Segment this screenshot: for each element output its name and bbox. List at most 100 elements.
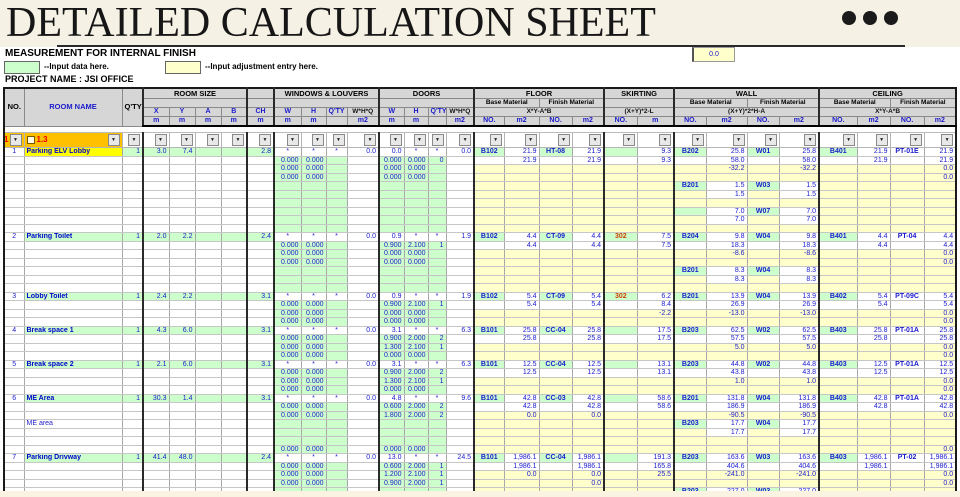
sheet-cell[interactable]: B403 <box>818 453 858 463</box>
sheet-cell[interactable]: 1.5 <box>706 190 748 199</box>
sheet-cell[interactable] <box>747 351 780 361</box>
sheet-cell[interactable] <box>142 436 170 446</box>
sheet-cell[interactable]: 1 <box>122 453 144 463</box>
sheet-cell[interactable] <box>857 207 891 216</box>
sheet-cell[interactable] <box>857 164 891 174</box>
sheet-cell[interactable] <box>195 368 222 378</box>
sheet-cell[interactable] <box>142 317 170 327</box>
sheet-cell[interactable] <box>446 470 475 480</box>
sheet-cell[interactable]: 4.4 <box>572 241 605 250</box>
sheet-cell[interactable] <box>326 224 348 233</box>
sheet-cell[interactable] <box>142 445 170 454</box>
sheet-cell[interactable] <box>142 283 170 293</box>
sheet-cell[interactable] <box>603 147 638 157</box>
sheet-cell[interactable] <box>747 445 780 454</box>
sheet-cell[interactable] <box>326 164 348 174</box>
sheet-cell[interactable] <box>301 190 327 199</box>
sheet-cell[interactable]: 0.000 <box>301 249 327 259</box>
sheet-cell[interactable]: 9.3 <box>637 156 675 165</box>
sheet-cell[interactable] <box>747 411 780 420</box>
sheet-cell[interactable]: 0.0 <box>924 173 957 182</box>
sheet-cell[interactable]: 58.0 <box>779 156 820 165</box>
sheet-cell[interactable] <box>473 224 505 233</box>
sheet-cell[interactable] <box>169 300 196 310</box>
sheet-cell[interactable] <box>857 436 891 446</box>
sheet-cell[interactable] <box>673 445 707 454</box>
sheet-cell[interactable] <box>122 411 144 420</box>
sheet-cell[interactable] <box>572 445 605 454</box>
sheet-cell[interactable]: 4.4 <box>857 232 891 242</box>
sheet-cell[interactable]: 0.9 <box>378 291 405 301</box>
sheet-cell[interactable]: 1.5 <box>706 181 748 191</box>
sheet-cell[interactable] <box>246 164 275 174</box>
sheet-cell[interactable] <box>347 419 380 429</box>
sheet-cell[interactable] <box>428 317 447 327</box>
sheet-cell[interactable]: PT-09C <box>890 291 925 301</box>
sheet-cell[interactable] <box>924 207 957 216</box>
room-name-cell[interactable] <box>24 207 123 216</box>
sheet-cell[interactable] <box>924 266 957 276</box>
sheet-cell[interactable] <box>603 359 638 369</box>
room-name-cell[interactable] <box>24 258 123 267</box>
sheet-cell[interactable] <box>428 283 447 293</box>
sheet-cell[interactable]: 4.4 <box>924 232 957 242</box>
sheet-cell[interactable]: 0.000 <box>301 258 327 267</box>
sheet-cell[interactable]: 0.000 <box>404 445 429 454</box>
sheet-cell[interactable] <box>404 198 429 208</box>
sheet-cell[interactable] <box>347 377 380 386</box>
sheet-cell[interactable] <box>221 419 248 429</box>
sheet-cell[interactable]: 186.9 <box>779 402 820 412</box>
sheet-cell[interactable] <box>890 156 925 165</box>
sheet-cell[interactable] <box>273 436 302 446</box>
sheet-cell[interactable]: 24.5 <box>446 453 475 463</box>
sheet-cell[interactable] <box>142 428 170 437</box>
sheet-cell[interactable]: 2.100 <box>404 377 429 386</box>
sheet-cell[interactable] <box>637 445 675 454</box>
sheet-cell[interactable]: W03 <box>747 453 780 463</box>
room-name-cell[interactable] <box>24 445 123 454</box>
sheet-cell[interactable]: 21.9 <box>924 156 957 165</box>
sheet-cell[interactable] <box>890 419 925 429</box>
sheet-cell[interactable] <box>890 164 925 174</box>
sheet-cell[interactable] <box>221 436 248 446</box>
sheet-cell[interactable]: W01 <box>747 147 780 157</box>
sheet-cell[interactable]: * <box>428 325 447 335</box>
sheet-cell[interactable] <box>378 207 405 216</box>
sheet-cell[interactable]: 0.0 <box>572 479 605 488</box>
sheet-cell[interactable] <box>169 402 196 412</box>
sheet-cell[interactable]: 12.5 <box>857 368 891 378</box>
sheet-cell[interactable]: 0.000 <box>301 351 327 361</box>
sheet-cell[interactable]: 17.7 <box>706 419 748 429</box>
sheet-cell[interactable]: 0.000 <box>301 334 327 344</box>
filter-dropdown-button[interactable]: ▼ <box>332 134 345 146</box>
sheet-cell[interactable] <box>195 198 222 208</box>
sheet-cell[interactable] <box>246 402 275 412</box>
sheet-cell[interactable] <box>818 241 858 250</box>
sheet-cell[interactable] <box>246 215 275 225</box>
sheet-cell[interactable]: 3.0 <box>142 147 170 157</box>
row-number-cell[interactable] <box>4 164 25 174</box>
sheet-cell[interactable]: 0.000 <box>301 343 327 352</box>
sheet-cell[interactable]: 25.8 <box>779 147 820 157</box>
filter-cell[interactable]: ▼ <box>194 132 222 148</box>
sheet-cell[interactable] <box>246 275 275 284</box>
room-name-cell[interactable] <box>24 224 123 233</box>
filter-cell[interactable]: ▼ <box>705 132 748 148</box>
sheet-cell[interactable]: 0.0 <box>924 317 957 327</box>
sheet-cell[interactable] <box>890 385 925 395</box>
sheet-cell[interactable] <box>747 317 780 327</box>
sheet-cell[interactable]: 0.600 <box>378 462 405 471</box>
sheet-cell[interactable] <box>539 334 573 344</box>
sheet-cell[interactable] <box>539 173 573 182</box>
sheet-cell[interactable] <box>603 411 638 420</box>
sheet-cell[interactable] <box>195 428 222 437</box>
filter-cell[interactable]: ▼ <box>325 132 348 148</box>
sheet-cell[interactable] <box>326 334 348 344</box>
sheet-cell[interactable] <box>169 436 196 446</box>
sheet-cell[interactable] <box>673 173 707 182</box>
room-name-cell[interactable] <box>24 275 123 284</box>
sheet-cell[interactable] <box>539 436 573 446</box>
sheet-cell[interactable] <box>504 173 540 182</box>
sheet-cell[interactable]: B403 <box>818 325 858 335</box>
sheet-cell[interactable] <box>747 241 780 250</box>
